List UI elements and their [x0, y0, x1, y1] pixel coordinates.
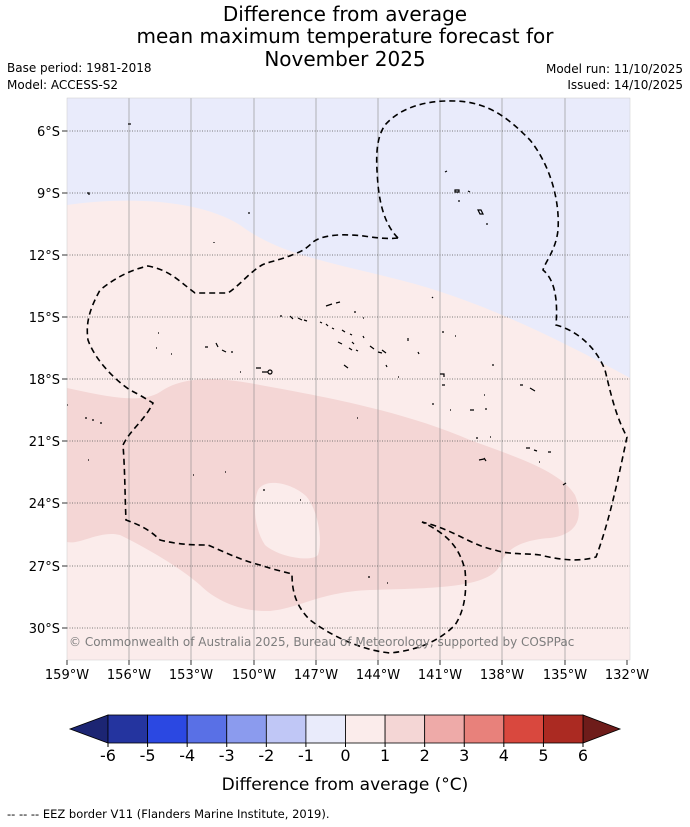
colorbar-tick-label: -3	[219, 746, 235, 765]
title-line-3: November 2025	[264, 47, 426, 71]
eez-legend-note: -- -- -- EEZ border V11 (Flanders Marine…	[7, 807, 330, 821]
colorbar-tick-label: -2	[258, 746, 274, 765]
map-plot-area: © Commonwealth of Australia 2025, Bureau…	[67, 98, 630, 660]
forecast-map: © Commonwealth of Australia 2025, Bureau…	[29, 97, 649, 795]
colorbar-tick-label: 5	[538, 746, 548, 765]
model-run-date: Model run: 11/10/2025	[545, 62, 683, 76]
warm-spot-inner	[254, 482, 320, 559]
colorbar-swatch	[186, 714, 228, 744]
base-period: Base period: 1981-2018	[7, 61, 152, 75]
lon-label-156w: 156°W	[107, 668, 151, 683]
colorbar-tick-label: 4	[499, 746, 509, 765]
colorbar-swatch	[503, 714, 544, 744]
lat-label-21s: 21°S	[29, 435, 60, 450]
lon-label-138w: 138°W	[480, 668, 524, 683]
colorbar-swatch	[345, 714, 386, 744]
title-line-2: mean maximum temperature forecast for	[136, 24, 554, 48]
lat-label-15s: 15°S	[29, 311, 60, 326]
lon-label-141w: 141°W	[418, 668, 462, 683]
colorbar-tick-label: 3	[459, 746, 469, 765]
colorbar-swatch	[226, 714, 267, 744]
copyright-text: © Commonwealth of Australia 2025, Bureau…	[69, 635, 574, 649]
lon-label-132w: 132°W	[605, 668, 649, 683]
lat-label-6s: 6°S	[37, 125, 60, 140]
colorbar-swatch	[384, 714, 426, 744]
eez-borders	[86, 100, 628, 654]
lat-label-27s: 27°S	[29, 560, 60, 575]
lon-label-135w: 135°W	[543, 668, 587, 683]
lat-labels: 6°S 9°S 12°S 15°S 18°S 21°S 24°S 27°S 30…	[29, 125, 60, 637]
band-1-to-2	[67, 379, 579, 612]
islands	[67, 123, 567, 584]
colorbar-tick-label: -4	[179, 746, 195, 765]
lat-ticks	[62, 130, 67, 629]
colorbar-swatch	[463, 714, 505, 744]
colorbar-swatch	[305, 714, 346, 744]
colorbar-tick-label: -5	[140, 746, 156, 765]
colorbar-tick-label: 0	[340, 746, 350, 765]
issued-date: Issued: 14/10/2025	[567, 78, 683, 92]
lat-label-24s: 24°S	[29, 497, 60, 512]
colorbar-over-arrow	[582, 714, 622, 744]
colorbar-swatch	[147, 714, 188, 744]
colorbar-tick-label: 6	[578, 746, 588, 765]
colorbar-tick-label: -1	[298, 746, 314, 765]
lat-label-9s: 9°S	[37, 187, 60, 202]
colorbar-tick-label: 2	[420, 746, 430, 765]
model-name: Model: ACCESS-S2	[7, 78, 119, 92]
colorbar-swatch	[424, 714, 465, 744]
eez-marquesas	[375, 100, 628, 561]
colorbar-swatch	[543, 714, 584, 744]
colorbar-swatch	[265, 714, 307, 744]
colorbar-label: Difference from average (°C)	[222, 775, 469, 795]
band-minus1-to-0	[67, 98, 630, 378]
colorbar-under-arrow	[68, 714, 109, 744]
lat-label-18s: 18°S	[29, 373, 60, 388]
lon-label-150w: 150°W	[232, 668, 276, 683]
colorbar-tick-label: -6	[100, 746, 116, 765]
lat-label-30s: 30°S	[29, 622, 60, 637]
lon-label-153w: 153°W	[169, 668, 213, 683]
lat-label-12s: 12°S	[29, 249, 60, 264]
lon-label-159w: 159°W	[45, 668, 89, 683]
lon-label-144w: 144°W	[356, 668, 400, 683]
colorbar-swatch	[107, 714, 148, 744]
title-line-1: Difference from average	[222, 2, 468, 26]
colorbar: -6 -5 -4 -3 -2 -1 0 1 2 3 4 5 6	[68, 714, 622, 765]
colorbar-tick-label: 1	[380, 746, 390, 765]
lon-label-147w: 147°W	[294, 668, 338, 683]
eez-french-polynesia	[86, 234, 467, 654]
lon-ticks	[66, 660, 628, 665]
lon-labels: 159°W 156°W 153°W 150°W 147°W 144°W 141°…	[45, 668, 649, 683]
